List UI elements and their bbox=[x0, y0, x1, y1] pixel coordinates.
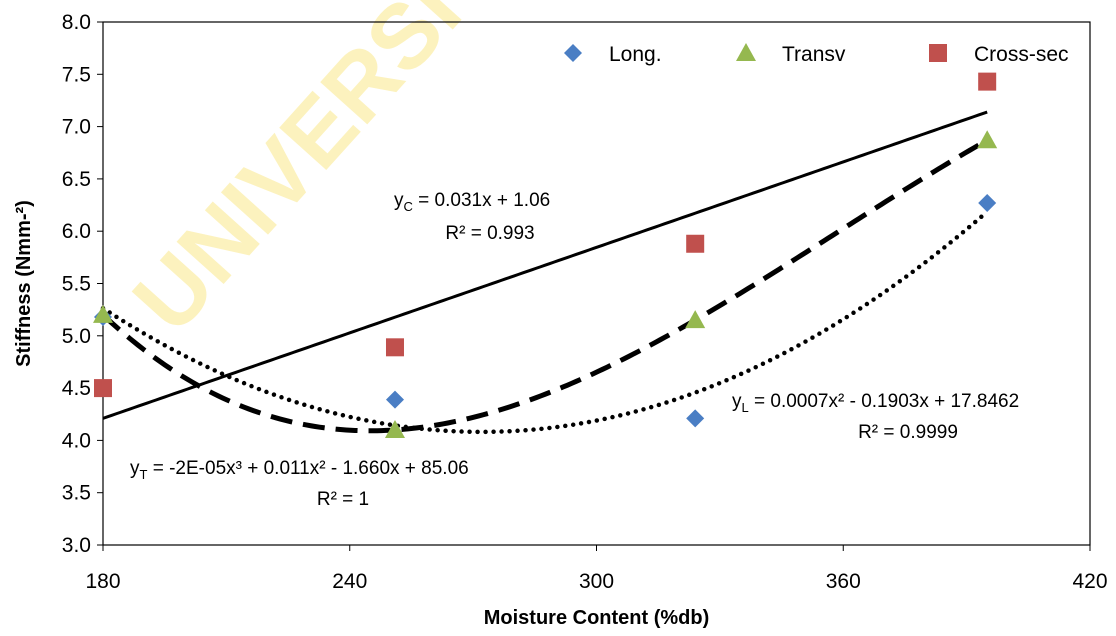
trendline-r-squared: R² = 0.9999 bbox=[858, 422, 958, 443]
data-point-triangle bbox=[384, 419, 405, 438]
trendline-r-squared: R² = 0.993 bbox=[445, 223, 534, 244]
equation-prefix: y bbox=[394, 190, 404, 211]
legend-label: Long. bbox=[609, 43, 662, 66]
equation-subscript: L bbox=[742, 400, 749, 415]
legend-marker-diamond bbox=[564, 44, 582, 62]
equation-subscript: T bbox=[140, 467, 148, 482]
trendline-equation: yL = 0.0007x² - 0.1903x + 17.8462 bbox=[732, 391, 1019, 415]
y-tick-label: 6.0 bbox=[62, 220, 91, 243]
x-tick-label: 300 bbox=[579, 570, 614, 593]
data-point-triangle bbox=[685, 310, 706, 329]
equation-body: = 0.0007x² - 0.1903x + 17.8462 bbox=[749, 391, 1019, 412]
x-tick-label: 360 bbox=[826, 570, 861, 593]
equation-subscript: C bbox=[404, 199, 413, 214]
y-tick-label: 4.0 bbox=[62, 429, 91, 452]
y-tick-label: 4.5 bbox=[62, 377, 91, 400]
trendline-equation: yC = 0.031x + 1.06 bbox=[394, 190, 550, 214]
x-tick-label: 420 bbox=[1072, 570, 1107, 593]
data-point-diamond bbox=[385, 390, 404, 409]
legend-label: Cross-sec bbox=[974, 43, 1069, 66]
trendline-cross-sec bbox=[102, 110, 988, 420]
data-point-diamond bbox=[978, 193, 997, 212]
x-tick-label: 240 bbox=[332, 570, 367, 593]
data-point-triangle bbox=[93, 304, 113, 323]
legend-marker-square bbox=[929, 44, 947, 62]
equation-body: = 0.031x + 1.06 bbox=[413, 190, 550, 211]
data-point-square bbox=[686, 234, 705, 253]
trendline-r-squared: R² = 1 bbox=[317, 489, 369, 510]
data-point-square bbox=[978, 72, 997, 91]
data-point-square bbox=[94, 379, 112, 398]
data-point-diamond bbox=[686, 409, 705, 428]
data-point-triangle bbox=[977, 130, 998, 149]
equation-prefix: y bbox=[732, 391, 742, 412]
trendline-transv bbox=[101, 138, 989, 434]
x-axis-title: Moisture Content (%db) bbox=[484, 607, 710, 629]
y-tick-label: 8.0 bbox=[62, 11, 91, 34]
legend-marker-triangle bbox=[736, 43, 756, 61]
y-axis-title: Stiffness (Nmm-²) bbox=[13, 200, 35, 367]
y-tick-label: 7.0 bbox=[62, 116, 91, 139]
y-tick-label: 6.5 bbox=[62, 168, 91, 191]
data-point-square bbox=[385, 338, 404, 357]
trendline-long bbox=[100, 209, 990, 435]
y-tick-label: 7.5 bbox=[62, 63, 91, 86]
y-tick-label: 5.5 bbox=[62, 273, 91, 296]
equation-prefix: y bbox=[130, 458, 140, 479]
y-tick-label: 5.0 bbox=[62, 325, 91, 348]
y-tick-label: 3.5 bbox=[62, 482, 91, 505]
y-tick-label: 3.0 bbox=[62, 534, 91, 557]
legend-label: Transv bbox=[782, 43, 846, 66]
equation-body: = -2E-05x³ + 0.011x² - 1.660x + 85.06 bbox=[147, 458, 468, 479]
x-tick-label: 180 bbox=[85, 570, 120, 593]
trendline-equation: yT = -2E-05x³ + 0.011x² - 1.660x + 85.06 bbox=[130, 458, 469, 482]
